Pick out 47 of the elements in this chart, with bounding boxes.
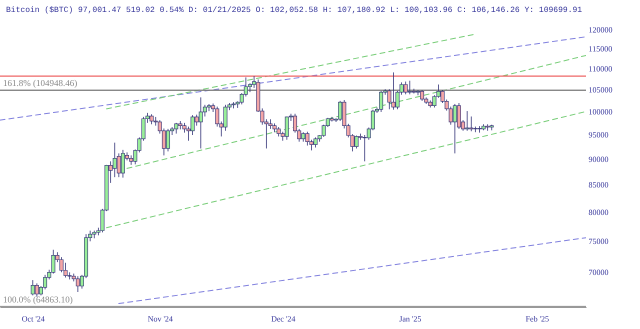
candlestick [166, 128, 170, 152]
candlestick [232, 102, 236, 109]
candlestick [223, 104, 228, 132]
x-tick-label: Oct '24 [22, 314, 45, 324]
y-tick-label: 115000 [588, 44, 612, 54]
y-tick-label: 110000 [588, 64, 612, 74]
y-tick-label: 70000 [588, 268, 608, 277]
y-tick-label: 105000 [588, 86, 612, 95]
candlestick [412, 88, 416, 94]
candlestick [404, 81, 408, 95]
y-tick-label: 90000 [588, 154, 608, 164]
y-tick-label: 95000 [588, 130, 608, 140]
y-tick-label: 120000 [588, 26, 612, 34]
chart-title: Bitcoin ($BTC) 97,001.47 519.02 0.54% D: 01/21/2025 O: 102,052.58 H: 107,180.92 L: 100,103.96 C: 106,146.26 Y: 109699.91 [6, 6, 582, 15]
candlestick [34, 282, 39, 298]
y-tick-label: 85000 [588, 180, 608, 190]
candlestick [150, 114, 154, 125]
candlestick [174, 122, 178, 134]
candlestick [198, 96, 203, 149]
y-tick-label: 80000 [588, 208, 608, 217]
ref-line-label: 161.8% (104948.46) [3, 78, 78, 88]
candlestick [469, 116, 474, 132]
y-tick-label: 100000 [588, 107, 612, 116]
candlestick [120, 150, 125, 178]
x-tick-label: Feb '25 [526, 314, 550, 324]
candlestick [301, 132, 306, 142]
x-tick-label: Jan '25 [399, 314, 422, 324]
ref-line-label: 100.0% (64863.10) [3, 294, 73, 305]
candlestick [76, 276, 80, 292]
y-tick-label: 75000 [588, 236, 608, 246]
candlestick [452, 104, 457, 154]
candlestick [420, 90, 424, 102]
candlestick [354, 135, 359, 149]
candlestick [465, 110, 470, 132]
candlestick [276, 126, 281, 137]
x-tick-label: Dec '24 [271, 314, 296, 324]
candlestick [379, 90, 384, 112]
x-tick-label: Nov '24 [148, 314, 173, 324]
candlestick [284, 116, 289, 140]
candlestick [116, 152, 121, 178]
candlestick [391, 72, 396, 110]
candlestick [408, 80, 412, 95]
candlestick [477, 126, 482, 134]
candlestick [30, 280, 35, 296]
candlestick [314, 136, 318, 148]
candlestick [215, 106, 220, 127]
candlestick [473, 126, 478, 133]
